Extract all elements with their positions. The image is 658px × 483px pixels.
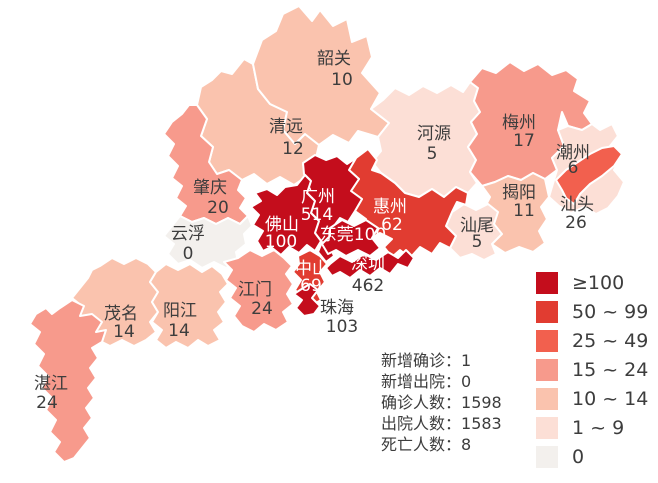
stat-line: 新增出院：0 [381, 371, 502, 392]
region-label-shanwei: 汕尾 [460, 216, 494, 236]
region-label-jieyang: 揭阳 [502, 183, 536, 203]
region-label-yunfu: 云浮 [171, 224, 205, 244]
legend-row: 10 ~ 14 [536, 388, 648, 410]
stat-line: 出院人数：1583 [381, 413, 502, 434]
region-value-maoming: 14 [113, 322, 135, 342]
legend-swatch-1_9 [536, 417, 558, 439]
stat-line: 确诊人数：1598 [381, 392, 502, 413]
stat-label: 确诊人数： [381, 393, 462, 412]
legend-row: 15 ~ 24 [536, 359, 648, 381]
region-label-zhuhai: 珠海 [320, 298, 354, 318]
region-yangjiang[interactable] [149, 263, 229, 349]
region-label-zhongshan: 中山 [295, 259, 329, 279]
region-label-shenzhen: 深圳 [351, 254, 385, 274]
stat-value: 8 [461, 435, 472, 454]
region-label-foshan: 佛山 [265, 215, 299, 235]
region-shantou[interactable] [555, 145, 623, 205]
region-label-chaozhou: 潮州 [556, 143, 590, 163]
stat-value: 1598 [461, 393, 502, 412]
legend-row: 1 ~ 9 [536, 417, 648, 439]
region-value-shantou: 26 [565, 213, 587, 233]
region-value-meizhou: 17 [513, 131, 535, 151]
region-value-heyuan: 5 [427, 144, 438, 164]
region-label-zhanjiang: 湛江 [34, 374, 68, 394]
region-value-zhaoqing: 20 [207, 198, 229, 218]
region-shenzhen[interactable] [325, 249, 415, 279]
region-label-shantou: 汕头 [560, 195, 594, 215]
region-value-zhuhai: 103 [326, 317, 358, 337]
region-value-zhongshan: 69 [300, 276, 322, 296]
map-regions-layer [29, 5, 625, 463]
legend-swatch-gte100 [536, 272, 558, 294]
region-label-shaoguan: 韶关 [317, 49, 351, 69]
region-value-guangzhou: 514 [301, 205, 333, 225]
region-label-huizhou: 惠州 [373, 197, 407, 217]
region-value-shaoguan: 10 [331, 70, 353, 90]
legend-label: 15 ~ 24 [572, 359, 649, 381]
region-label-zhaoqing: 肇庆 [193, 178, 227, 198]
region-value-jieyang: 11 [513, 201, 535, 221]
region-label-heyuan: 河源 [417, 124, 451, 144]
legend-swatch-25_49 [536, 330, 558, 352]
region-zhanjiang[interactable] [29, 299, 107, 463]
stats-panel: 新增确诊：1 新增出院：0 确诊人数：1598 出院人数：1583 死亡人数：8 [381, 350, 502, 455]
region-label-qingyuan: 清远 [269, 117, 303, 137]
region-value-shenzhen: 462 [352, 276, 384, 296]
stat-label: 新增出院： [381, 372, 462, 391]
region-value-yunfu: 0 [183, 244, 194, 264]
stat-value: 1583 [461, 414, 502, 433]
region-shaoguan[interactable] [252, 5, 390, 146]
legend-label: 25 ~ 49 [572, 330, 649, 352]
legend-swatch-10_14 [536, 388, 558, 410]
legend-row: ≥100 [536, 272, 648, 294]
stat-line: 死亡人数：8 [381, 434, 502, 455]
region-zhuhai[interactable] [293, 283, 321, 317]
region-label-guangzhou: 广州 [301, 187, 335, 207]
stat-label: 新增确诊： [381, 351, 462, 370]
region-label-yangjiang: 阳江 [163, 301, 197, 321]
region-label-dongguan: 东莞100 [320, 225, 386, 245]
region-value-chaozhou: 6 [568, 158, 579, 178]
legend-label: 50 ~ 99 [572, 301, 649, 323]
region-huizhou[interactable] [348, 148, 469, 259]
region-label-maoming: 茂名 [104, 304, 138, 324]
stat-value: 1 [461, 351, 472, 370]
map-labels-layer: 清远12韶关10河源5梅州17潮州6揭阳11汕尾5汕头26惠州62肇庆20云浮0… [34, 49, 594, 413]
legend-row: 0 [536, 446, 648, 468]
legend-label: 0 [572, 446, 585, 468]
region-value-foshan: 100 [265, 232, 297, 252]
legend-row: 25 ~ 49 [536, 330, 648, 352]
region-label-meizhou: 梅州 [502, 113, 536, 133]
region-yunfu[interactable] [163, 215, 253, 269]
legend-swatch-15_24 [536, 359, 558, 381]
stat-value: 0 [461, 372, 472, 391]
region-value-huizhou: 62 [381, 215, 403, 235]
legend-label: 1 ~ 9 [572, 417, 625, 439]
legend-label: 10 ~ 14 [572, 388, 649, 410]
map-legend: ≥100 50 ~ 99 25 ~ 49 15 ~ 24 10 ~ 14 1 ~ 9 0 [536, 272, 648, 475]
region-value-qingyuan: 12 [282, 139, 304, 159]
legend-swatch-50_99 [536, 301, 558, 323]
legend-row: 50 ~ 99 [536, 301, 648, 323]
region-value-jiangmen: 24 [251, 299, 273, 319]
stat-line: 新增确诊：1 [381, 350, 502, 371]
legend-swatch-zero [536, 446, 558, 468]
region-value-yangjiang: 14 [168, 321, 190, 341]
region-label-jiangmen: 江门 [238, 280, 272, 300]
stat-label: 出院人数： [381, 414, 462, 433]
region-value-zhanjiang: 24 [36, 393, 58, 413]
stat-label: 死亡人数： [381, 435, 462, 454]
region-value-shanwei: 5 [472, 232, 483, 252]
region-jiangmen[interactable] [223, 249, 294, 333]
legend-label: ≥100 [572, 272, 625, 294]
